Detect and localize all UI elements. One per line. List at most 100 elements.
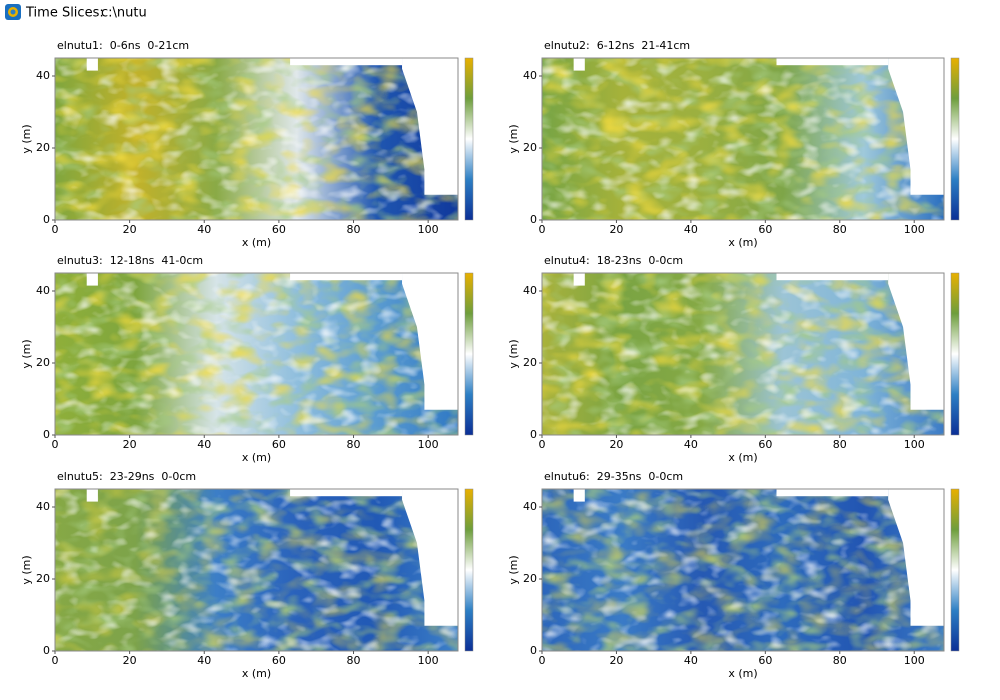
colorbar (950, 57, 960, 221)
slice-panel: elnutu2: 6-12ns 21-41cm 0 20 40 60 80 100 0 20 40… (507, 39, 960, 249)
no-data-area (776, 273, 889, 281)
no-data-area (888, 487, 946, 626)
plot-frame (541, 272, 945, 436)
x-tick-label: 60 (758, 223, 772, 236)
x-tick-label: 60 (272, 654, 286, 667)
no-data-area (402, 487, 460, 626)
x-tick-label: 20 (123, 438, 137, 451)
no-data-area (573, 58, 585, 71)
x-tick-label: 100 (418, 438, 439, 451)
y-axis-label: y (m) (507, 555, 520, 584)
x-tick-label: 20 (609, 654, 623, 667)
no-data-area (290, 58, 403, 66)
x-tick-label: 0 (52, 438, 59, 451)
no-data-area (402, 56, 460, 195)
no-data-area (888, 271, 946, 410)
no-data-area (776, 58, 889, 66)
colorbar (950, 272, 960, 436)
colorbar (950, 488, 960, 652)
slice-panel: elnutu6: 29-35ns 0-0cm 0 20 40 60 80 100 0 20 40 x… (507, 470, 960, 680)
y-tick-label: 20 (523, 356, 537, 369)
heatmap-texture (542, 273, 944, 435)
y-tick-label: 0 (530, 644, 537, 657)
y-axis-label: y (m) (507, 124, 520, 153)
x-tick-label: 40 (684, 654, 698, 667)
x-tick-label: 80 (347, 438, 361, 451)
x-tick-label: 40 (197, 438, 211, 451)
colorbar (464, 488, 474, 652)
y-axis-label: y (m) (20, 555, 33, 584)
no-data-area (776, 489, 889, 497)
heatmap-texture (55, 273, 458, 435)
no-data-area (86, 273, 98, 286)
slice-title: elnutu5: 23-29ns 0-0cm (57, 470, 196, 483)
slice-panel: elnutu5: 23-29ns 0-0cm 0 20 40 60 80 100 0 20 40 x… (20, 470, 474, 680)
heatmap-texture (542, 489, 944, 651)
x-tick-label: 0 (539, 223, 546, 236)
no-data-area (573, 489, 585, 502)
y-tick-label: 40 (523, 69, 537, 82)
no-data-area (888, 56, 946, 195)
x-tick-label: 80 (347, 223, 361, 236)
y-tick-label: 20 (36, 572, 50, 585)
x-tick-label: 20 (123, 223, 137, 236)
x-tick-label: 100 (904, 438, 925, 451)
x-axis-label: x (m) (728, 451, 757, 464)
x-tick-label: 100 (904, 654, 925, 667)
plot-frame (54, 488, 459, 652)
plot-frame (541, 488, 945, 652)
y-axis-label: y (m) (20, 124, 33, 153)
plot-frame (541, 57, 945, 221)
x-tick-label: 40 (197, 654, 211, 667)
x-axis-label: x (m) (728, 236, 757, 249)
x-tick-label: 40 (197, 223, 211, 236)
x-tick-label: 0 (539, 438, 546, 451)
x-tick-label: 80 (833, 223, 847, 236)
x-tick-label: 60 (758, 654, 772, 667)
no-data-area (86, 489, 98, 502)
x-tick-label: 40 (684, 438, 698, 451)
slice-title: elnutu4: 18-23ns 0-0cm (544, 254, 683, 267)
y-tick-label: 40 (523, 284, 537, 297)
y-tick-label: 0 (43, 644, 50, 657)
no-data-area (86, 58, 98, 71)
y-tick-label: 20 (36, 141, 50, 154)
x-tick-label: 100 (904, 223, 925, 236)
slice-panel: elnutu3: 12-18ns 41-0cm 0 20 40 60 80 100 0 20 40… (20, 254, 474, 464)
x-tick-label: 20 (123, 654, 137, 667)
heatmap-texture (55, 58, 458, 220)
y-tick-label: 40 (523, 500, 537, 513)
x-axis-label: x (m) (242, 667, 271, 680)
window-title: Time Slices: (25, 6, 104, 21)
x-tick-label: 0 (52, 223, 59, 236)
y-axis-label: y (m) (20, 339, 33, 368)
x-tick-label: 20 (609, 223, 623, 236)
x-tick-label: 60 (272, 223, 286, 236)
x-tick-label: 0 (539, 654, 546, 667)
x-tick-label: 60 (272, 438, 286, 451)
y-tick-label: 20 (36, 356, 50, 369)
slice-title: elnutu3: 12-18ns 41-0cm (57, 254, 203, 267)
y-tick-label: 0 (43, 213, 50, 226)
y-tick-label: 40 (36, 284, 50, 297)
y-tick-label: 20 (523, 572, 537, 585)
folder-path: c:\nutu (101, 6, 147, 21)
no-data-area (290, 489, 403, 497)
colorbar (464, 57, 474, 221)
no-data-area (402, 271, 460, 410)
y-axis-label: y (m) (507, 339, 520, 368)
x-tick-label: 20 (609, 438, 623, 451)
no-data-area (290, 273, 403, 281)
y-tick-label: 20 (523, 141, 537, 154)
slice-title: elnutu2: 6-12ns 21-41cm (544, 39, 690, 52)
x-axis-label: x (m) (242, 451, 271, 464)
slice-panel: elnutu1: 0-6ns 0-21cm 0 20 40 60 80 100 0 20 40 x … (20, 39, 474, 249)
y-tick-label: 0 (530, 428, 537, 441)
heatmap-texture (55, 489, 458, 651)
plot-frame (54, 272, 459, 436)
heatmap-texture (542, 58, 944, 220)
x-axis-label: x (m) (242, 236, 271, 249)
x-tick-label: 40 (684, 223, 698, 236)
y-tick-label: 0 (530, 213, 537, 226)
